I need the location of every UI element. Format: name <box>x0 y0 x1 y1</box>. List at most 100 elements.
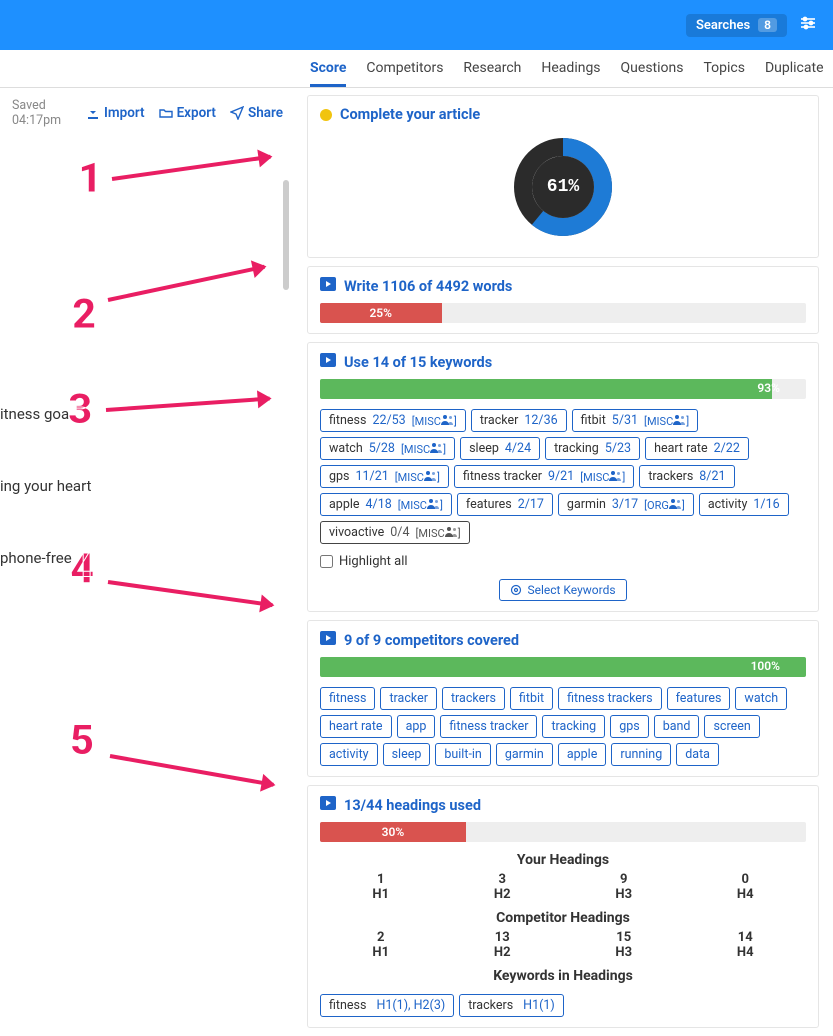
annotation-number: 3 <box>68 385 92 434</box>
scrollbar[interactable] <box>283 180 289 290</box>
keyword-chip[interactable]: trackers 8/21 <box>639 465 734 488</box>
headings-title: 13/44 headings used <box>344 797 481 814</box>
keyword-chip[interactable]: features 2/17 <box>457 493 553 516</box>
saved-time: Saved 04:17pm <box>12 98 72 128</box>
export-button[interactable]: Export <box>159 105 216 121</box>
heading-count: 1H1 <box>372 872 389 902</box>
heading-count: 0H4 <box>737 872 754 902</box>
headings-panel: 13/44 headings used 30% Your Headings 1H… <box>307 785 819 1028</box>
keyword-chips: fitness 22/53 [MISC]tracker 12/36fitbit … <box>320 409 806 544</box>
competitor-chip[interactable]: built-in <box>435 743 490 766</box>
competitor-chip[interactable]: garmin <box>496 743 553 766</box>
competitor-chip[interactable]: trackers <box>442 687 505 710</box>
competitor-chip[interactable]: fitness tracker <box>440 715 537 738</box>
complete-panel: Complete your article 61% <box>307 95 819 258</box>
competitor-chip[interactable]: fitness trackers <box>558 687 662 710</box>
keyword-chip[interactable]: fitness 22/53 [MISC] <box>320 409 466 432</box>
competitor-chip[interactable]: watch <box>735 687 787 710</box>
competitors-panel: 9 of 9 competitors covered 100% fitnesst… <box>307 620 819 777</box>
competitor-chip[interactable]: tracking <box>542 715 605 738</box>
words-panel: Write 1106 of 4492 words 25% <box>307 266 819 334</box>
keyword-chip[interactable]: vivoactive 0/4 [MISC] <box>320 521 470 544</box>
status-dot-icon <box>320 109 332 121</box>
annotation-number: 5 <box>70 716 94 765</box>
tab-research[interactable]: Research <box>463 60 521 87</box>
comp-headings-label: Competitor Headings <box>320 910 806 926</box>
import-button[interactable]: Import <box>86 105 145 121</box>
keyword-heading-chip[interactable]: trackersH1(1) <box>459 994 564 1017</box>
competitor-chip[interactable]: band <box>654 715 700 738</box>
annotation-arrow <box>110 754 274 787</box>
share-button[interactable]: Share <box>230 105 283 121</box>
competitors-title: 9 of 9 competitors covered <box>344 632 519 649</box>
highlight-checkbox[interactable] <box>320 555 333 568</box>
play-icon[interactable] <box>320 277 336 295</box>
competitor-chips: fitnesstrackertrackersfitbitfitness trac… <box>320 687 806 766</box>
tab-headings[interactable]: Headings <box>541 60 600 87</box>
keyword-heading-chip[interactable]: fitnessH1(1), H2(3) <box>320 994 454 1017</box>
play-icon[interactable] <box>320 631 336 649</box>
competitor-chip[interactable]: activity <box>320 743 378 766</box>
searches-label: Searches <box>696 18 750 33</box>
annotation-number: 4 <box>70 545 94 594</box>
keyword-chip[interactable]: garmin 3/17 [ORG] <box>558 493 694 516</box>
score-gauge: 61% <box>513 137 613 237</box>
play-icon[interactable] <box>320 353 336 371</box>
words-progress: 25% <box>320 303 806 323</box>
top-bar: Searches 8 <box>0 0 833 50</box>
competitors-progress: 100% <box>320 657 806 677</box>
tab-topics[interactable]: Topics <box>703 60 744 87</box>
tabs-bar: Score Competitors Research Headings Question… <box>0 50 833 88</box>
headings-progress: 30% <box>320 822 806 842</box>
keyword-heading-chips: fitnessH1(1), H2(3)trackersH1(1) <box>320 994 806 1017</box>
annotation-number: 1 <box>78 154 102 203</box>
competitor-chip[interactable]: tracker <box>380 687 437 710</box>
keyword-chip[interactable]: sleep 4/24 <box>460 437 540 460</box>
tab-duplicate[interactable]: Duplicate <box>765 60 824 87</box>
keyword-chip[interactable]: tracking 5/23 <box>545 437 640 460</box>
tab-score[interactable]: Score <box>310 60 346 87</box>
keyword-chip[interactable]: gps 11/21 [MISC] <box>320 465 449 488</box>
heading-count: 2H1 <box>372 930 389 960</box>
competitor-chip[interactable]: heart rate <box>320 715 392 738</box>
keyword-chip[interactable]: tracker 12/36 <box>471 409 567 432</box>
tab-competitors[interactable]: Competitors <box>366 60 443 87</box>
play-icon[interactable] <box>320 796 336 814</box>
heading-count: 9H3 <box>615 872 632 902</box>
searches-badge[interactable]: Searches 8 <box>686 14 787 37</box>
words-title: Write 1106 of 4492 words <box>344 278 512 295</box>
keyword-chip[interactable]: watch 5/28 [MISC] <box>320 437 455 460</box>
heading-count: 15H3 <box>615 930 632 960</box>
competitor-chip[interactable]: running <box>611 743 671 766</box>
keyword-chip[interactable]: heart rate 2/22 <box>645 437 749 460</box>
competitor-chip[interactable]: sleep <box>383 743 431 766</box>
keyword-chip[interactable]: fitbit 5/31 [MISC] <box>572 409 699 432</box>
competitor-chip[interactable]: fitness <box>320 687 375 710</box>
settings-icon[interactable] <box>799 14 817 36</box>
kw-headings-label: Keywords in Headings <box>320 968 806 984</box>
your-headings-label: Your Headings <box>320 852 806 868</box>
competitor-chip[interactable]: features <box>667 687 731 710</box>
keywords-progress: 93% <box>320 379 806 399</box>
competitor-chip[interactable]: screen <box>704 715 759 738</box>
competitor-chip[interactable]: app <box>397 715 436 738</box>
competitor-chip[interactable]: data <box>676 743 719 766</box>
highlight-all-row[interactable]: Highlight all <box>320 554 806 569</box>
keyword-chip[interactable]: apple 4/18 [MISC] <box>320 493 452 516</box>
select-keywords-button[interactable]: Select Keywords <box>499 579 626 601</box>
heading-count: 3H2 <box>494 872 511 902</box>
competitor-chip[interactable]: fitbit <box>510 687 553 710</box>
heading-count: 13H2 <box>494 930 511 960</box>
tab-questions[interactable]: Questions <box>621 60 684 87</box>
annotation-number: 2 <box>72 290 96 339</box>
keyword-chip[interactable]: fitness tracker 9/21 [MISC] <box>454 465 634 488</box>
competitor-chip[interactable]: apple <box>558 743 607 766</box>
searches-count: 8 <box>758 18 777 32</box>
left-column: Saved 04:17pm Import Export Share itness… <box>0 90 295 612</box>
keyword-chip[interactable]: activity 1/16 <box>699 493 789 516</box>
score-panel: Complete your article 61% Write 1106 of … <box>307 95 819 1036</box>
heading-count: 14H4 <box>737 930 754 960</box>
gauge-percent: 61% <box>547 177 579 197</box>
keywords-panel: Use 14 of 15 keywords 93% fitness 22/53 … <box>307 342 819 612</box>
competitor-chip[interactable]: gps <box>610 715 649 738</box>
